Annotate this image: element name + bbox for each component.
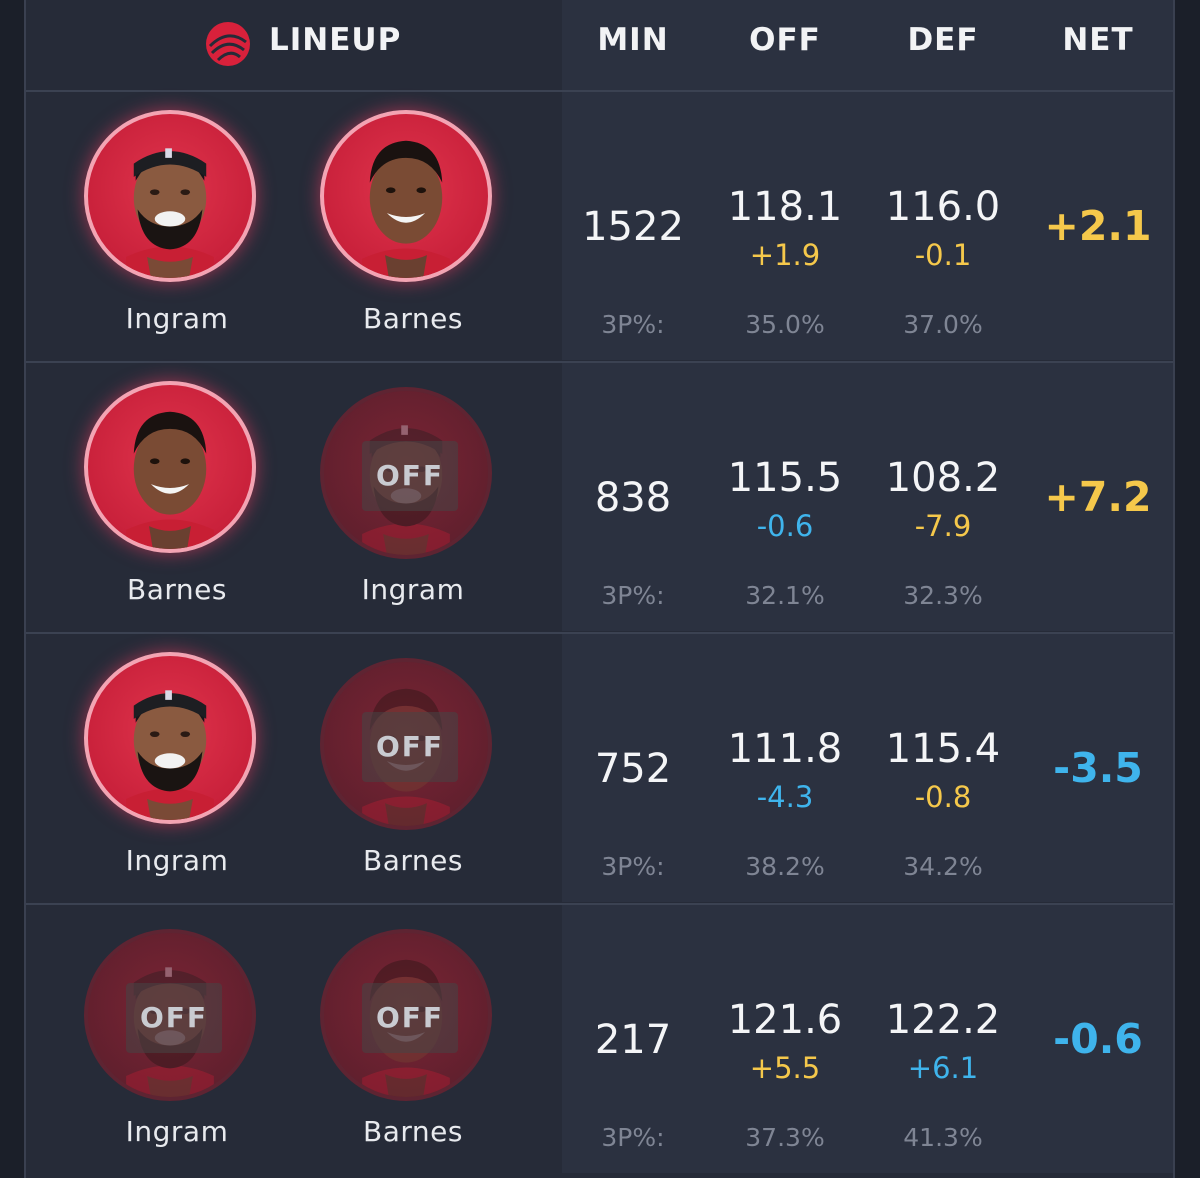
- defensive-rating: 116.0: [885, 184, 1001, 230]
- minutes-value: 838: [594, 475, 672, 521]
- defensive-rating: 115.4: [885, 726, 1001, 772]
- defense-three-point-pct: 34.2%: [903, 852, 983, 881]
- net-column-header[interactable]: NET: [1062, 22, 1134, 58]
- header-stats-cell: [562, 0, 1173, 90]
- raptors-logo-icon: [206, 22, 250, 66]
- offense-three-point-pct: 38.2%: [745, 852, 825, 881]
- row-stats-background: [562, 92, 1173, 360]
- offensive-rating: 115.5: [727, 455, 843, 501]
- offensive-rating-delta: +5.5: [749, 1051, 821, 1085]
- offense-three-point-pct: 37.3%: [745, 1123, 825, 1152]
- defensive-rating-delta: -0.1: [914, 238, 972, 272]
- net-rating: -0.6: [1053, 1015, 1143, 1063]
- net-rating: -3.5: [1053, 744, 1143, 792]
- defensive-rating: 108.2: [885, 455, 1001, 501]
- defensive-rating-delta: -0.8: [914, 780, 972, 814]
- table-row[interactable]: OFF Ingram OFF Barnes 217 121.6 +5.5 122.2 +6.1…: [26, 903, 1173, 1173]
- three-point-label: 3P%:: [601, 852, 665, 881]
- off-court-badge: OFF: [126, 983, 222, 1053]
- player-name: Barnes: [363, 844, 463, 877]
- defense-three-point-pct: 37.0%: [903, 310, 983, 339]
- player-avatar: [84, 381, 256, 553]
- net-rating: +7.2: [1044, 473, 1152, 521]
- row-stats-background: [562, 363, 1173, 631]
- player-name: Ingram: [125, 844, 229, 877]
- player-name: Barnes: [363, 302, 463, 335]
- defense-three-point-pct: 41.3%: [903, 1123, 983, 1152]
- def-column-header[interactable]: DEF: [907, 22, 979, 58]
- row-stats-background: [562, 634, 1173, 902]
- defensive-rating-delta: +6.1: [907, 1051, 979, 1085]
- player-name: Ingram: [125, 1115, 229, 1148]
- player-name: Barnes: [363, 1115, 463, 1148]
- offensive-rating-delta: +1.9: [749, 238, 821, 272]
- player-name: Barnes: [127, 573, 227, 606]
- player-headshot-icon: [362, 140, 450, 278]
- offense-three-point-pct: 32.1%: [745, 581, 825, 610]
- table-row[interactable]: Ingram Barnes 1522 118.1 +1.9 116.0 -0.1 +2.1 3…: [26, 90, 1173, 360]
- three-point-label: 3P%:: [601, 1123, 665, 1152]
- player-headshot-icon: [126, 148, 214, 278]
- off-court-badge: OFF: [362, 441, 458, 511]
- player-avatar: OFF: [320, 658, 492, 830]
- table-row[interactable]: Barnes OFF Ingram 838 115.5 -0.6 108.2 -7.9 +7.…: [26, 361, 1173, 631]
- defensive-rating-delta: -7.9: [914, 509, 972, 543]
- offensive-rating: 111.8: [727, 726, 843, 772]
- player-headshot-icon: [126, 690, 214, 820]
- defense-three-point-pct: 32.3%: [903, 581, 983, 610]
- minutes-value: 752: [594, 746, 672, 792]
- player-avatar: [320, 110, 492, 282]
- offense-three-point-pct: 35.0%: [745, 310, 825, 339]
- three-point-label: 3P%:: [601, 310, 665, 339]
- player-avatar: OFF: [84, 929, 256, 1101]
- minutes-value: 217: [594, 1017, 672, 1063]
- offensive-rating: 118.1: [727, 184, 843, 230]
- lineup-table: LINEUP MIN OFF DEF NET Ingram Barnes 1522…: [24, 0, 1175, 1178]
- offensive-rating: 121.6: [727, 997, 843, 1043]
- player-name: Ingram: [361, 573, 465, 606]
- header-lineup-cell: [26, 0, 562, 90]
- off-court-badge: OFF: [362, 983, 458, 1053]
- minutes-value: 1522: [582, 204, 684, 250]
- table-row[interactable]: Ingram OFF Barnes 752 111.8 -4.3 115.4 -0.8 -3.…: [26, 632, 1173, 902]
- player-avatar: [84, 652, 256, 824]
- row-stats-background: [562, 905, 1173, 1173]
- three-point-label: 3P%:: [601, 581, 665, 610]
- player-avatar: OFF: [320, 387, 492, 559]
- player-avatar: OFF: [320, 929, 492, 1101]
- offensive-rating-delta: -4.3: [756, 780, 814, 814]
- defensive-rating: 122.2: [885, 997, 1001, 1043]
- min-column-header[interactable]: MIN: [597, 22, 669, 58]
- player-name: Ingram: [125, 302, 229, 335]
- net-rating: +2.1: [1044, 202, 1152, 250]
- lineup-column-header[interactable]: LINEUP: [269, 22, 402, 58]
- player-avatar: [84, 110, 256, 282]
- off-column-header[interactable]: OFF: [749, 22, 821, 58]
- offensive-rating-delta: -0.6: [756, 509, 814, 543]
- table-header: LINEUP MIN OFF DEF NET: [26, 0, 1173, 90]
- player-headshot-icon: [126, 411, 214, 549]
- off-court-badge: OFF: [362, 712, 458, 782]
